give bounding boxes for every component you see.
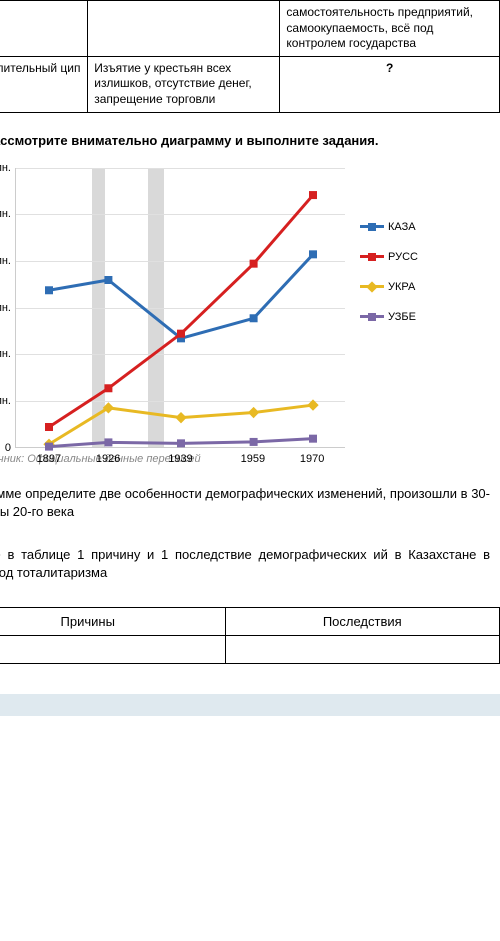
- cell: самостоятельность предприятий, самоокупа…: [280, 1, 500, 57]
- y-axis-label: 6 млн.: [0, 162, 11, 174]
- table-row: определительный цип Изъятие у крестьян в…: [0, 56, 500, 112]
- legend-item: КАЗА: [360, 221, 418, 233]
- cell: [88, 1, 280, 57]
- chart-area: 01 млн.2 млн.3 млн.4 млн.5 млн.6 млн.189…: [0, 163, 500, 448]
- footer-bar: [0, 694, 500, 716]
- question-b: шите в таблице 1 причину и 1 последствие…: [0, 546, 490, 582]
- x-axis-label: 1939: [168, 453, 192, 465]
- answer-table: Причины Последствия: [0, 607, 500, 664]
- table-row: вления самостоятельность предприятий, са…: [0, 1, 500, 57]
- y-axis-label: 5 млн.: [0, 208, 11, 220]
- y-axis-label: 0: [0, 442, 11, 454]
- y-axis-label: 1 млн.: [0, 395, 11, 407]
- y-axis-label: 4 млн.: [0, 255, 11, 267]
- y-axis-label: 3 млн.: [0, 302, 11, 314]
- x-axis-label: 1926: [96, 453, 120, 465]
- legend-item: УКРА: [360, 281, 418, 293]
- y-axis-label: 2 млн.: [0, 348, 11, 360]
- legend-label: УКРА: [388, 281, 415, 293]
- answer-cell: [0, 636, 225, 664]
- question-a: аграмме определите две особенности демог…: [0, 485, 490, 521]
- legend-label: КАЗА: [388, 221, 416, 233]
- table-header-row: Причины Последствия: [0, 608, 500, 636]
- cell: вления: [0, 1, 88, 57]
- chart-svg: [16, 168, 345, 447]
- cell: определительный цип: [0, 56, 88, 112]
- legend-item: УЗБЕ: [360, 311, 418, 323]
- line-chart: 01 млн.2 млн.3 млн.4 млн.5 млн.6 млн.189…: [15, 168, 345, 448]
- cell: Изъятие у крестьян всех излишков, отсутс…: [88, 56, 280, 112]
- legend-label: РУСС: [388, 251, 418, 263]
- answer-cell: [225, 636, 500, 664]
- x-axis-label: 1970: [300, 453, 324, 465]
- header-cell: Причины: [0, 608, 225, 636]
- legend-item: РУСС: [360, 251, 418, 263]
- x-axis-label: 1897: [37, 453, 61, 465]
- header-cell: Последствия: [225, 608, 500, 636]
- legend-label: УЗБЕ: [388, 311, 416, 323]
- legend: КАЗА РУСС УКРА УЗБЕ: [360, 203, 418, 341]
- cell: ?: [280, 56, 500, 112]
- top-table: вления самостоятельность предприятий, са…: [0, 0, 500, 113]
- x-axis-label: 1959: [241, 453, 265, 465]
- answer-row: [0, 636, 500, 664]
- task-title: 4. Рассмотрите внимательно диаграмму и в…: [0, 133, 500, 148]
